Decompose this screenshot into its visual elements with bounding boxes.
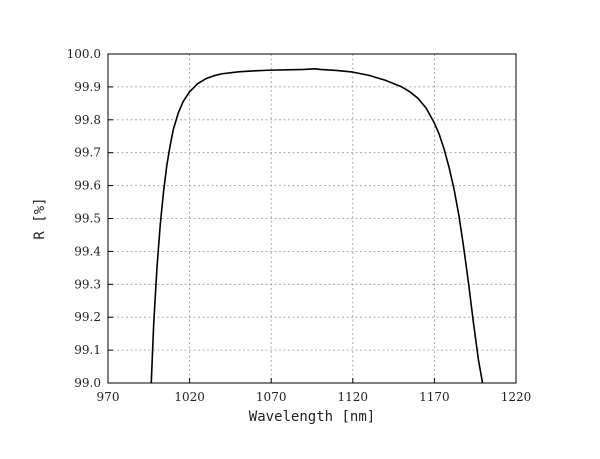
y-tick-label: 99.5 [74, 212, 101, 226]
y-tick-label: 99.7 [74, 146, 101, 160]
x-tick-label: 1120 [338, 390, 369, 404]
x-tick-label: 1220 [501, 390, 532, 404]
x-tick-labels: 970 1020 1070 1120 1170 1220 [97, 390, 532, 404]
x-tick-label: 970 [97, 390, 120, 404]
grid-lines [108, 54, 516, 383]
x-tick-label: 1070 [256, 390, 287, 404]
y-tick-label: 99.2 [74, 310, 101, 324]
y-tick-label: 99.6 [74, 179, 101, 193]
reflectance-curve [150, 68, 484, 384]
y-tick-label: 99.9 [74, 80, 101, 94]
y-tick-label: 99.4 [74, 244, 101, 258]
y-tick-label: 99.8 [74, 113, 101, 127]
y-tick-label: 100.0 [67, 47, 101, 61]
y-tick-label: 99.1 [74, 343, 101, 357]
x-tick-label: 1170 [419, 390, 450, 404]
y-tick-labels: 99.0 99.1 99.2 99.3 99.4 99.5 99.6 99.7 99.8 99.9… [67, 47, 102, 390]
x-tick-label: 1020 [174, 390, 205, 404]
x-axis-title: Wavelength [nm] [249, 409, 375, 425]
axis-ticks [107, 53, 517, 384]
y-tick-label: 99.3 [74, 277, 101, 291]
y-axis-title: R [%] [32, 197, 48, 239]
y-tick-label: 99.0 [74, 376, 101, 390]
